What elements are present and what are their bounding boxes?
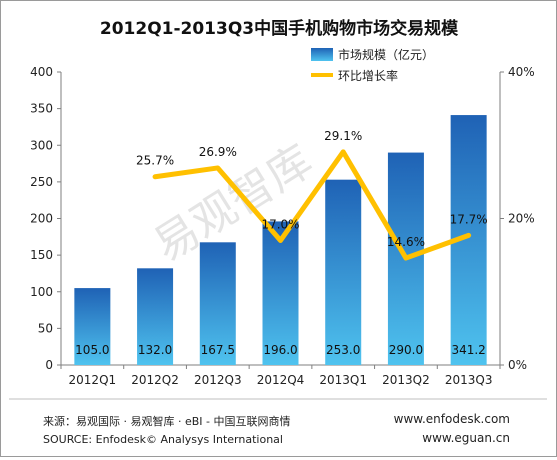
growth-rate-label: 26.9%	[199, 145, 237, 159]
legend-line-label: 环比增长率	[338, 68, 398, 83]
growth-rate-label: 29.1%	[324, 129, 362, 143]
y-tick-label: 350	[30, 102, 53, 116]
bar	[325, 179, 362, 365]
growth-rate-line	[152, 149, 472, 261]
footer-site-enfodesk[interactable]: www.enfodesk.com	[394, 412, 510, 426]
growth-line-layer	[152, 149, 472, 261]
growth-rate-label: 25.7%	[136, 154, 174, 168]
y-tick-label: 50	[38, 321, 53, 335]
bar-value-label: 167.5	[201, 343, 235, 357]
footer-source-cn: 来源：易观国际 · 易观智库 · eBI - 中国互联网商情	[43, 414, 291, 428]
growth-rate-label: 17.0%	[261, 217, 299, 231]
y2-tick-label: 0%	[508, 358, 527, 372]
bar	[137, 268, 174, 365]
y-tick-label: 200	[30, 212, 53, 226]
x-tick-label: 2012Q1	[69, 373, 117, 387]
axes: 0 50 100 150 200 250 300 350 400 0% 20% 40% 2012Q1 20…	[30, 65, 535, 387]
bar-value-label: 105.0	[75, 343, 109, 357]
legend: 市场规模（亿元） 环比增长率	[311, 47, 434, 83]
bar-value-label: 290.0	[389, 343, 423, 357]
x-tick-label: 2012Q2	[131, 373, 179, 387]
bar-value-label: 196.0	[263, 343, 297, 357]
footer-source-en: SOURCE: Enfodesk© Analysys International	[43, 433, 283, 446]
growth-rate-label: 14.6%	[387, 235, 425, 249]
bar-value-label: 132.0	[138, 343, 172, 357]
y-tick-label: 0	[45, 358, 53, 372]
bar	[199, 242, 236, 365]
y2-tick-label: 40%	[508, 65, 535, 79]
x-tick-label: 2013Q2	[382, 373, 430, 387]
bar	[74, 288, 111, 365]
growth-rate-label: 17.7%	[450, 212, 488, 226]
y2-tick-label: 20%	[508, 212, 535, 226]
data-labels: 105.0 132.0 167.5 196.0 253.0 290.0 341.2 25.7%…	[75, 129, 488, 357]
bars	[74, 115, 487, 365]
x-tick-label: 2013Q1	[319, 373, 367, 387]
bar-value-label: 253.0	[326, 343, 360, 357]
x-tick-label: 2012Q3	[194, 373, 242, 387]
legend-bar-label: 市场规模（亿元）	[338, 47, 434, 62]
x-tick-label: 2013Q3	[445, 373, 493, 387]
chart-title: 2012Q1-2013Q3中国手机购物市场交易规模	[100, 18, 459, 39]
legend-bar-swatch	[311, 48, 333, 61]
y-tick-label: 150	[30, 248, 53, 262]
footer-site-eguan[interactable]: www.eguan.cn	[422, 431, 510, 445]
x-tick-label: 2012Q4	[257, 373, 305, 387]
y-tick-label: 300	[30, 138, 53, 152]
y-tick-label: 250	[30, 175, 53, 189]
bar-value-label: 341.2	[451, 343, 485, 357]
y-tick-label: 400	[30, 65, 53, 79]
bar	[262, 221, 299, 365]
y-tick-label: 100	[30, 285, 53, 299]
